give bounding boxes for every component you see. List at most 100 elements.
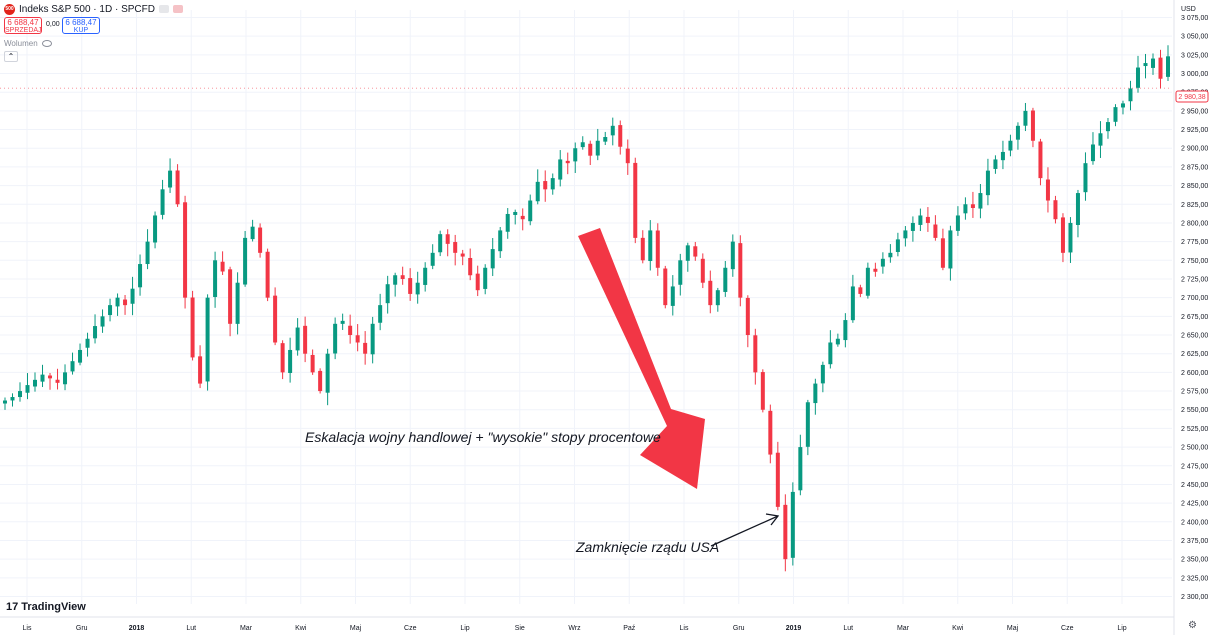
candle-body — [93, 326, 98, 339]
candle — [430, 244, 435, 270]
pointer-arrowhead — [765, 513, 780, 526]
candle-body — [790, 491, 795, 558]
currency-label: USD — [1181, 6, 1196, 13]
alert-icon[interactable] — [172, 5, 183, 13]
candle-body — [678, 260, 683, 285]
eye-icon[interactable] — [41, 40, 52, 47]
candle — [813, 378, 818, 415]
candle — [295, 318, 300, 356]
candle-body — [745, 297, 750, 336]
candle-body — [25, 385, 30, 393]
candle — [948, 225, 953, 281]
candle — [385, 275, 390, 314]
candle-body — [970, 204, 975, 208]
candle — [1075, 189, 1080, 238]
candle — [145, 229, 150, 270]
candle-body — [1068, 222, 1073, 253]
candle — [693, 241, 698, 261]
annotation-escalation: Eskalacja wojny handlowej + "wysokie" st… — [305, 429, 661, 445]
y-tick-label: 2 650,00 — [1181, 333, 1208, 340]
candle — [723, 261, 728, 297]
candle — [1045, 167, 1050, 213]
candle — [243, 231, 248, 287]
candle-body — [415, 282, 420, 295]
candle — [588, 140, 593, 165]
candle — [963, 197, 968, 220]
candle-body — [220, 261, 225, 272]
y-tick-label: 2 625,00 — [1181, 351, 1208, 358]
candle — [685, 242, 690, 272]
candle-body — [325, 353, 330, 393]
settings-gear-icon[interactable]: ⚙ — [1188, 620, 1197, 631]
candle-body — [408, 278, 413, 294]
candle — [423, 262, 428, 292]
candle — [820, 361, 825, 393]
candle — [700, 253, 705, 289]
candle-body — [700, 258, 705, 283]
candle-body — [933, 224, 938, 238]
candle-body — [730, 241, 735, 270]
grid — [0, 10, 1172, 604]
candle — [3, 397, 7, 410]
candle — [790, 482, 795, 566]
candle — [603, 131, 608, 146]
candle-body — [78, 349, 83, 363]
candle — [558, 150, 563, 187]
candle — [828, 330, 833, 369]
y-tick-label: 2 900,00 — [1181, 146, 1208, 153]
price-axis[interactable]: 2 300,00 2 325,00 2 350,00 2 375,00 2 400,00… — [1173, 0, 1208, 635]
candle-body — [865, 267, 870, 296]
candle-body — [10, 397, 15, 401]
buy-button[interactable]: 6 688,47 KUP — [62, 17, 100, 34]
candle-body — [243, 237, 248, 285]
volume-indicator[interactable]: Wolumen — [4, 39, 52, 48]
time-axis[interactable]: Lis Gru 2018 Lut Mar Kwi Maj Cze Lip Sie Wrz Paź Lis… — [0, 616, 1174, 632]
y-tick-label: 2 400,00 — [1181, 519, 1208, 526]
y-tick-label: 2 375,00 — [1181, 538, 1208, 545]
candle — [520, 208, 525, 231]
buy-label: KUP — [73, 27, 89, 34]
sell-button[interactable]: 6 688,47 SPRZEDAJ — [4, 17, 42, 34]
candle-body — [843, 320, 848, 341]
candle — [1166, 45, 1170, 81]
x-tick-label: Gru — [733, 625, 745, 632]
candle — [273, 287, 278, 346]
symbol-title[interactable]: Indeks S&P 500 · 1D · SPCFD — [19, 3, 155, 15]
candle-body — [258, 227, 263, 253]
candle — [565, 152, 570, 175]
candle-body — [1135, 67, 1140, 88]
buy-price: 6 688,47 — [65, 18, 97, 27]
collapse-icon[interactable]: ⌃ — [4, 51, 18, 62]
candle-body — [813, 383, 818, 404]
candle-body — [280, 343, 285, 373]
candle-body — [685, 245, 690, 261]
candle — [888, 244, 893, 263]
candle-body — [978, 193, 983, 209]
candle-body — [760, 372, 765, 410]
candle-body — [400, 275, 405, 279]
candle-body — [663, 268, 668, 306]
candle — [1113, 104, 1118, 127]
candle-body — [138, 264, 143, 288]
candle-body — [873, 268, 878, 272]
symbol-header[interactable]: 500 Indeks S&P 500 · 1D · SPCFD — [4, 2, 183, 16]
candle — [573, 142, 578, 173]
candle-body — [655, 230, 660, 268]
candle — [1060, 213, 1065, 263]
candle — [213, 251, 218, 308]
candle — [1023, 102, 1028, 132]
y-tick-label: 2 850,00 — [1181, 183, 1208, 190]
candle-body — [213, 260, 218, 297]
candle — [505, 208, 510, 239]
candle-body — [85, 338, 90, 348]
compare-icon[interactable] — [158, 5, 169, 13]
y-tick-label: 2 325,00 — [1181, 575, 1208, 582]
candle — [955, 206, 960, 236]
candle-body — [490, 249, 495, 269]
candle — [918, 208, 923, 232]
candle-body — [70, 361, 75, 372]
tradingview-logo[interactable]: 17 TradingView — [6, 601, 86, 613]
y-tick-label: 2 925,00 — [1181, 127, 1208, 134]
candle-body — [130, 288, 135, 304]
